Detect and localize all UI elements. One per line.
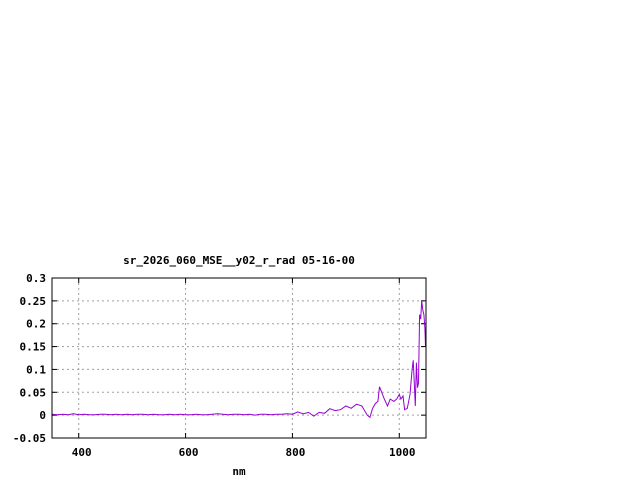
y-tick-label: 0.25 (20, 295, 47, 308)
y-tick-label: 0.3 (26, 272, 46, 285)
y-axis: -0.05 0 0.05 0.1 0.15 0.2 0.25 0.3 (13, 272, 426, 445)
x-axis: 400 600 800 1000 (72, 278, 416, 459)
y-tick-label: 0 (39, 409, 46, 422)
chart-title: sr_2026_060_MSE__y02_r_rad 05-16-00 (123, 254, 355, 267)
y-tick-label: 0.2 (26, 318, 46, 331)
series-line (51, 300, 426, 419)
x-tick-label: 1000 (389, 446, 416, 459)
grid (52, 278, 426, 438)
y-tick-label: -0.05 (13, 432, 46, 445)
y-tick-label: 0.05 (20, 386, 47, 399)
y-tick-label: 0.15 (20, 341, 47, 354)
y-tick-label: 0.1 (26, 363, 46, 376)
x-tick-label: 400 (72, 446, 92, 459)
x-axis-label: nm (232, 465, 246, 478)
x-tick-label: 600 (179, 446, 199, 459)
plot-frame (51, 277, 427, 439)
x-tick-label: 800 (285, 446, 305, 459)
